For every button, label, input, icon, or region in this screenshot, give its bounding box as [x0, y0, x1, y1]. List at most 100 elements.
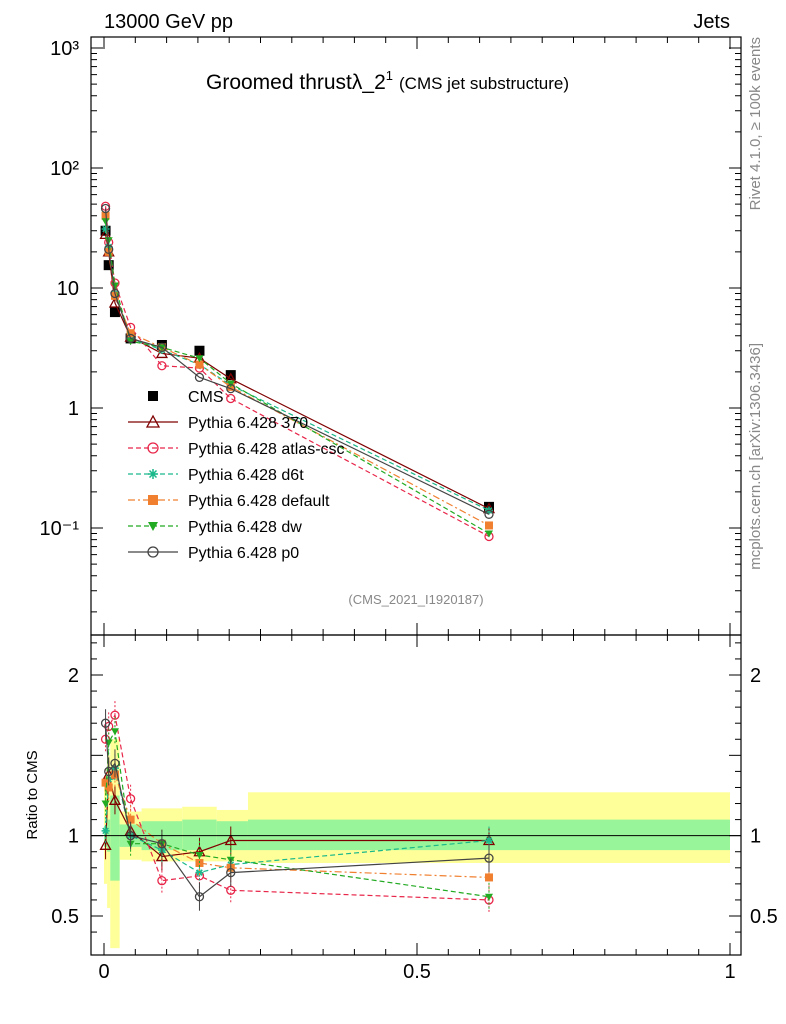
data-point: [125, 333, 136, 344]
ratio-line: [104, 729, 490, 898]
ratio-point: [104, 783, 113, 792]
data-point: [195, 360, 204, 369]
ratio-point: [110, 728, 119, 736]
ratio-point: [101, 826, 110, 835]
ratio-series-group: [99, 701, 496, 914]
legend-label: CMS: [188, 389, 224, 406]
x-tick-label: 0.5: [403, 961, 431, 983]
series-line: [104, 208, 490, 515]
axes-group: 10⁻¹ 1 10 10² 10³ 0.5 0.5 1 1 2 2 0 0.5 1: [40, 37, 778, 983]
ratio-y-tick-label: 2: [68, 665, 79, 687]
ratio-y-tick-label: 1: [68, 826, 79, 848]
legend-marker: [148, 495, 158, 505]
title-superscript: 1: [386, 68, 393, 83]
legend-marker: [145, 414, 161, 428]
data-point: [101, 225, 110, 234]
ratio-point: [110, 758, 120, 769]
ratio-point: [226, 867, 236, 878]
ratio-point: [484, 873, 493, 882]
data-point: [101, 218, 110, 226]
ratio-point: [126, 815, 135, 824]
header-energy: 13000 GeV pp: [104, 11, 233, 33]
ratio-uncertainty-bands: [104, 739, 731, 949]
series-pythia-6-428-atlas-csc: [100, 201, 494, 542]
ratio-series-pythia-6-428-p0: [100, 709, 494, 911]
data-point: [484, 521, 493, 530]
main-series-group: [99, 201, 496, 542]
title-lambda: λ_2: [352, 71, 386, 94]
y-tick-label: 10²: [50, 158, 79, 180]
rivet-label: Rivet 4.1.0, ≥ 100k events: [747, 37, 764, 210]
ratio-point: [101, 800, 110, 808]
data-point: [104, 244, 114, 254]
series-pythia-6-428-dw: [101, 218, 493, 538]
chart-title: Groomed thrustλ_21 (CMS jet substructure): [206, 68, 569, 94]
data-point: [194, 345, 205, 356]
legend-entry: Pythia 6.428 default: [128, 493, 330, 510]
ratio-point: [157, 839, 167, 849]
ratio-y-tick-label-right: 2: [750, 665, 761, 687]
data-point: [110, 282, 119, 290]
ratio-panel-frame: [90, 634, 742, 956]
ratio-point: [157, 876, 167, 886]
series-pythia-6-428-p0: [100, 203, 494, 519]
ratio-point: [104, 766, 114, 777]
ratio-point: [195, 868, 204, 877]
data-point: [126, 329, 135, 338]
legend: CMS Pythia 6.428 370 Pythia 6.428 atlas-cs…: [128, 389, 345, 562]
data-point: [104, 237, 113, 245]
legend-entry: Pythia 6.428 dw: [128, 519, 302, 536]
legend-marker: [148, 391, 158, 401]
x-tick-label: 1: [724, 961, 735, 983]
ratio-y-tick-label: 0.5: [51, 906, 79, 928]
ratio-y-tick-label-right: 0.5: [750, 906, 778, 928]
ratio-point: [484, 853, 494, 863]
ratio-band-inner: [110, 795, 120, 881]
ratio-point: [125, 794, 136, 804]
ratio-ylabel: Ratio to CMS: [24, 750, 41, 839]
ratio-point: [100, 718, 111, 728]
legend-label: Pythia 6.428 dw: [188, 519, 302, 536]
data-point: [484, 509, 494, 519]
ratio-point: [224, 834, 237, 846]
ratio-point: [194, 892, 205, 902]
legend-marker: [147, 546, 159, 558]
data-point: [103, 260, 114, 271]
data-point: [109, 307, 120, 318]
data-point: [126, 338, 135, 346]
ratio-y-tick-label-right: 1: [750, 826, 761, 848]
series-line: [104, 221, 490, 535]
y-tick-label: 10³: [50, 38, 79, 60]
ratio-point: [195, 851, 204, 859]
chart-subtitle: (CMS jet substructure): [399, 74, 569, 93]
ratio-point: [101, 778, 110, 787]
legend-marker: [148, 469, 158, 479]
legend-label: Pythia 6.428 default: [188, 493, 330, 510]
data-point: [157, 342, 167, 353]
data-point: [110, 291, 119, 300]
data-point: [226, 383, 236, 394]
y-tick-label: 10: [57, 278, 79, 300]
ratio-point: [108, 793, 122, 805]
data-point: [100, 203, 111, 214]
ratio-line: [105, 773, 490, 879]
legend-marker: [147, 442, 159, 454]
ratio-point: [484, 836, 493, 845]
legend-label: Pythia 6.428 d6t: [188, 467, 304, 484]
y-tick-label: 10⁻¹: [40, 518, 80, 540]
data-point: [157, 361, 167, 371]
ratio-point: [99, 838, 112, 850]
legend-marker: [148, 522, 158, 531]
mcplots-label: mcplots.cern.ch [arXiv:1306.3436]: [747, 343, 764, 570]
title-main: Groomed thrust: [206, 71, 352, 94]
ratio-line: [104, 723, 490, 898]
legend-label: Pythia 6.428 370: [188, 415, 308, 432]
legend-entry: Pythia 6.428 atlas-csc: [128, 441, 345, 458]
ratio-point: [195, 858, 204, 867]
data-point: [226, 393, 236, 404]
y-tick-label: 1: [68, 398, 79, 420]
legend-entry: Pythia 6.428 p0: [128, 545, 299, 562]
data-point: [110, 288, 120, 299]
header-jets: Jets: [693, 11, 730, 33]
